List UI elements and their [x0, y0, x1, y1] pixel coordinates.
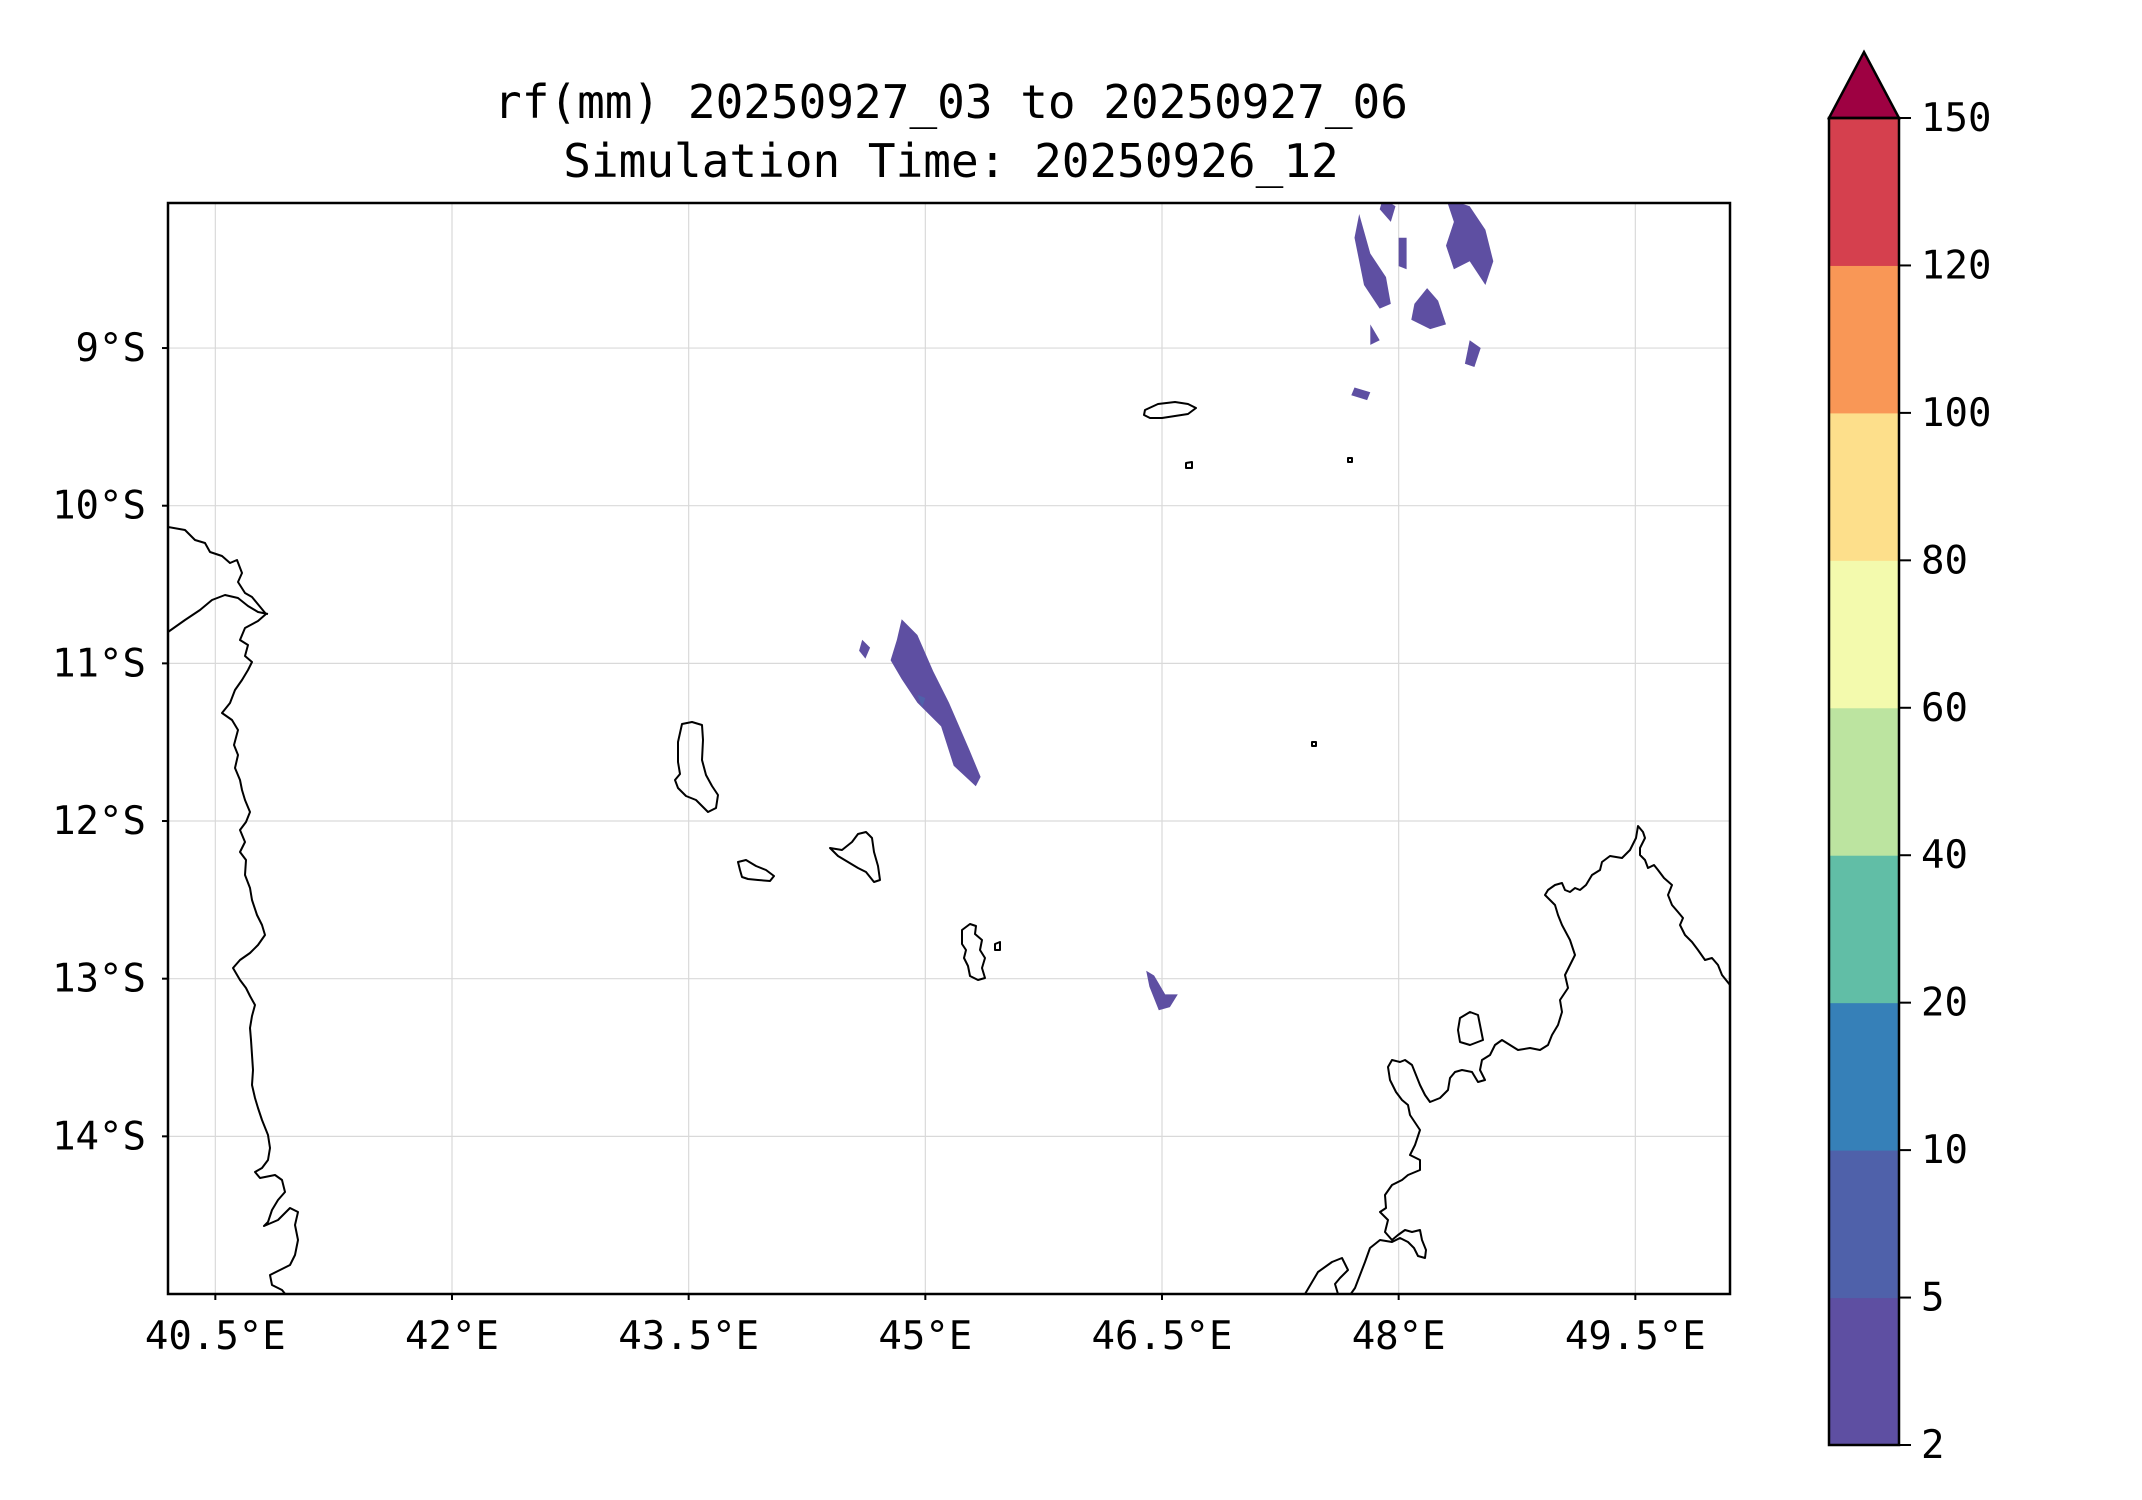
colorbar-label-6: 80 [1921, 538, 1968, 583]
coastline-madagascar-bay [1304, 1257, 1349, 1294]
island-pamandzi [994, 941, 1001, 951]
colorbar-segment-3 [1829, 855, 1899, 1004]
lat-tick-label-5: 14°S [52, 1114, 146, 1159]
lat-tick-label-1: 10°S [52, 484, 146, 529]
colorbar-label-5: 60 [1921, 686, 1968, 731]
colorbar-label-9: 150 [1921, 96, 1991, 141]
colorbar-segment-4 [1829, 707, 1899, 856]
island-moheli [737, 859, 775, 882]
colorbar-frame [1827, 116, 1901, 1447]
island-grande-comore [674, 721, 719, 813]
rain-area-4 [1379, 203, 1396, 222]
rain-area-2 [1146, 970, 1178, 1011]
coastline-africa-north [168, 594, 269, 633]
map-panel [166, 201, 1732, 1296]
colorbar-segment-0 [1829, 1297, 1899, 1446]
coastlines [168, 526, 1730, 1294]
rain-area-1 [859, 639, 871, 659]
island-assumption [1185, 461, 1193, 469]
coastline-madagascar [1349, 825, 1730, 1294]
lon-tick-label-4: 46.5°E [1092, 1314, 1233, 1359]
lat-tick-label-2: 11°S [52, 641, 146, 686]
map-title-line1: rf(mm) 20250927_03 to 20250927_06 [494, 75, 1408, 129]
colorbar-label-3: 20 [1921, 981, 1968, 1026]
rain-area-3 [1354, 214, 1391, 309]
map-frame [166, 201, 1732, 1296]
island-astove [1347, 457, 1353, 463]
map-gridlines [168, 203, 1730, 1294]
colorbar-label-4: 40 [1921, 833, 1968, 878]
coastline-africa [168, 526, 299, 1294]
island-anjouan [829, 831, 881, 883]
lon-tick-label-0: 40.5°E [145, 1314, 286, 1359]
rain-area-0 [890, 619, 981, 787]
colorbar-segment-5 [1829, 560, 1899, 709]
colorbar-label-2: 10 [1921, 1128, 1968, 1173]
colorbar-label-1: 5 [1921, 1276, 1944, 1321]
lat-tick-label-0: 9°S [76, 326, 146, 371]
colorbar-extend-arrow [1826, 49, 1902, 120]
colorbar-segment-6 [1829, 412, 1899, 561]
rain-area-6 [1411, 288, 1446, 330]
colorbar-segment-1 [1829, 1150, 1899, 1299]
latitude-axis: 9°S 10°S 11°S 12°S 13°S 14°S [52, 326, 168, 1159]
rain-area-11 [917, 694, 926, 708]
colorbar-segment-8 [1829, 118, 1899, 266]
map-title-line2: Simulation Time: 20250926_12 [563, 134, 1338, 188]
island-aldabra [1143, 401, 1197, 419]
island-glorioso [1311, 741, 1317, 747]
colorbar-label-0: 2 [1921, 1423, 1944, 1468]
lon-tick-label-1: 42°E [405, 1314, 499, 1359]
rain-area-10 [1370, 324, 1380, 345]
colorbar-label-7: 100 [1921, 391, 1991, 436]
colorbar-label-8: 120 [1921, 243, 1991, 288]
lon-tick-label-2: 43.5°E [618, 1314, 759, 1359]
lat-tick-label-4: 13°S [52, 957, 146, 1002]
rain-area-7 [1446, 203, 1494, 285]
lat-tick-label-3: 12°S [52, 799, 146, 844]
lon-tick-label-6: 49.5°E [1565, 1314, 1706, 1359]
colorbar-segment-7 [1829, 265, 1899, 414]
nosy-be-island [1457, 1011, 1484, 1046]
rain-area-5 [1398, 237, 1407, 270]
rain-area-9 [1351, 387, 1371, 401]
colorbar-segment-2 [1829, 1002, 1899, 1151]
longitude-axis: 40.5°E 42°E 43.5°E 45°E 46.5°E 48°E 49.5°E [145, 1294, 1706, 1359]
lon-tick-label-5: 48°E [1352, 1314, 1446, 1359]
lon-tick-label-3: 45°E [878, 1314, 972, 1359]
rain-area-8 [1464, 340, 1481, 367]
rainfall-areas [859, 203, 1494, 1011]
islands [674, 401, 1353, 981]
island-mayotte [961, 923, 986, 981]
colorbar: 2 5 10 20 40 60 80 100 120 150 [1826, 49, 1991, 1468]
